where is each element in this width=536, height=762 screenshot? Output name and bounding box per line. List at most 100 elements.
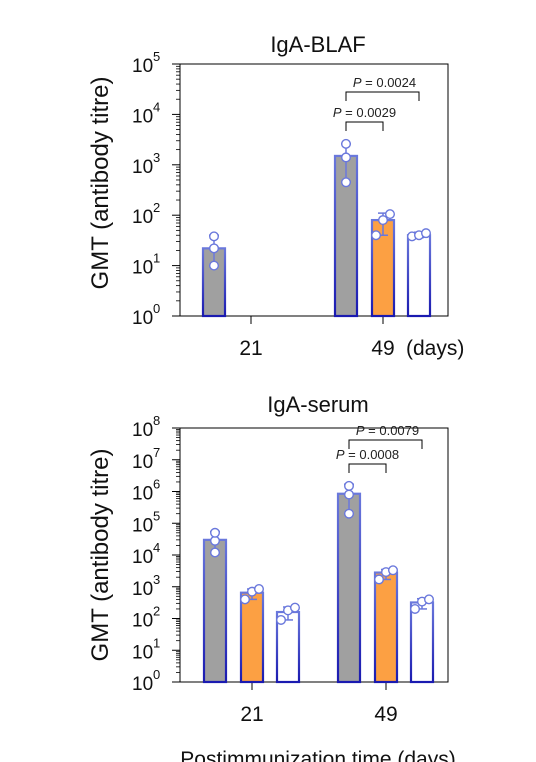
- x-tick-label-21: 21: [240, 703, 263, 726]
- data-point: [209, 527, 220, 538]
- data-point: [374, 574, 385, 585]
- y-tick-base: 10: [132, 308, 153, 329]
- bar-day49-group3: [409, 601, 435, 684]
- data-point: [341, 152, 352, 163]
- y-tick-base: 10: [132, 484, 153, 505]
- bar-day21-group2: [239, 591, 265, 684]
- y-tick-base: 10: [132, 674, 153, 695]
- data-point: [208, 243, 219, 254]
- data-point: [341, 177, 352, 188]
- x-axis-unit: (days): [406, 337, 464, 360]
- data-point: [344, 480, 355, 491]
- y-tick-label: 10: [132, 452, 153, 473]
- y-tick-base: 10: [132, 106, 153, 127]
- y-tick-exponent: 8: [153, 413, 160, 428]
- y-tick-label: 10: [132, 674, 153, 695]
- data-point: [385, 209, 396, 220]
- significance-bracket: [348, 439, 423, 449]
- y-axis-label-iga-blaf: GMT (antibody titre): [87, 77, 114, 290]
- p-value-label: P = 0.0029: [333, 105, 396, 120]
- significance-bracket: [345, 121, 384, 131]
- y-tick-base: 10: [132, 420, 153, 441]
- y-tick-label: 10: [132, 56, 153, 77]
- y-tick-exponent: 5: [153, 49, 160, 64]
- y-tick-label: 10: [132, 207, 153, 228]
- y-tick-exponent: 1: [153, 635, 160, 650]
- y-tick-exponent: 6: [153, 477, 160, 492]
- plot-frame-iga-blaf: [179, 63, 449, 317]
- bar-day49-group3: [406, 234, 432, 318]
- y-tick-base: 10: [132, 157, 153, 178]
- chart-title-iga-serum: IgA-serum: [267, 392, 368, 417]
- y-tick-exponent: 5: [153, 508, 160, 523]
- y-tick-label: 10: [132, 579, 153, 600]
- x-axis-label: Postimmunization time (days): [180, 748, 455, 762]
- data-point: [341, 138, 352, 149]
- chart-title-iga-blaf: IgA-BLAF: [270, 32, 365, 57]
- y-tick-base: 10: [132, 207, 153, 228]
- p-value-label: P = 0.0079: [356, 423, 419, 438]
- p-value: = 0.0029: [342, 105, 397, 120]
- data-point: [388, 565, 399, 576]
- p-symbol: P: [336, 447, 345, 462]
- data-point: [344, 489, 355, 500]
- y-tick-exponent: 4: [153, 99, 160, 114]
- x-tick-label-49: 49: [374, 703, 397, 726]
- y-tick-label: 10: [132, 308, 153, 329]
- y-tick-label: 10: [132, 547, 153, 568]
- p-symbol: P: [333, 105, 342, 120]
- p-value: = 0.0024: [362, 75, 417, 90]
- data-point: [424, 594, 435, 605]
- y-tick-exponent: 0: [153, 301, 160, 316]
- x-tick-label-49: 49: [371, 337, 394, 360]
- bar-day21-group1: [202, 538, 228, 684]
- data-point: [209, 547, 220, 558]
- y-tick-exponent: 1: [153, 251, 160, 266]
- data-point: [208, 231, 219, 242]
- y-tick-exponent: 3: [153, 150, 160, 165]
- panel-iga-blaf: IgA-BLAF GMT (antibody titre) 10 010 110 21…: [87, 32, 464, 360]
- y-tick-base: 10: [132, 547, 153, 568]
- y-tick-exponent: 0: [153, 667, 160, 682]
- data-point: [253, 583, 264, 594]
- p-value-label: P = 0.0008: [336, 447, 399, 462]
- y-tick-exponent: 2: [153, 200, 160, 215]
- y-tick-label: 10: [132, 157, 153, 178]
- data-point: [410, 603, 421, 614]
- significance-bracket: [348, 463, 387, 473]
- x-tick-label-21: 21: [239, 337, 262, 360]
- p-value: = 0.0008: [345, 447, 400, 462]
- data-point: [208, 260, 219, 271]
- data-point: [290, 602, 301, 613]
- y-tick-label: 10: [132, 258, 153, 279]
- p-symbol: P: [353, 75, 362, 90]
- y-tick-exponent: 3: [153, 572, 160, 587]
- p-value-label: P = 0.0024: [353, 75, 416, 90]
- y-tick-exponent: 4: [153, 540, 160, 555]
- y-tick-base: 10: [132, 611, 153, 632]
- p-symbol: P: [356, 423, 365, 438]
- data-point: [371, 230, 382, 241]
- y-tick-label: 10: [132, 484, 153, 505]
- bar-day49-group1: [336, 492, 362, 684]
- y-tick-label: 10: [132, 611, 153, 632]
- y-tick-label: 10: [132, 420, 153, 441]
- p-value: = 0.0079: [365, 423, 420, 438]
- y-tick-exponent: 2: [153, 604, 160, 619]
- data-point: [239, 594, 250, 605]
- data-point: [276, 614, 287, 625]
- y-tick-base: 10: [132, 258, 153, 279]
- y-tick-base: 10: [132, 579, 153, 600]
- data-point: [378, 215, 389, 226]
- y-tick-base: 10: [132, 642, 153, 663]
- y-tick-base: 10: [132, 452, 153, 473]
- y-tick-exponent: 7: [153, 445, 160, 460]
- y-tick-base: 10: [132, 515, 153, 536]
- y-tick-label: 10: [132, 642, 153, 663]
- bar-day49-group2: [373, 571, 399, 684]
- data-point: [344, 508, 355, 519]
- y-tick-base: 10: [132, 56, 153, 77]
